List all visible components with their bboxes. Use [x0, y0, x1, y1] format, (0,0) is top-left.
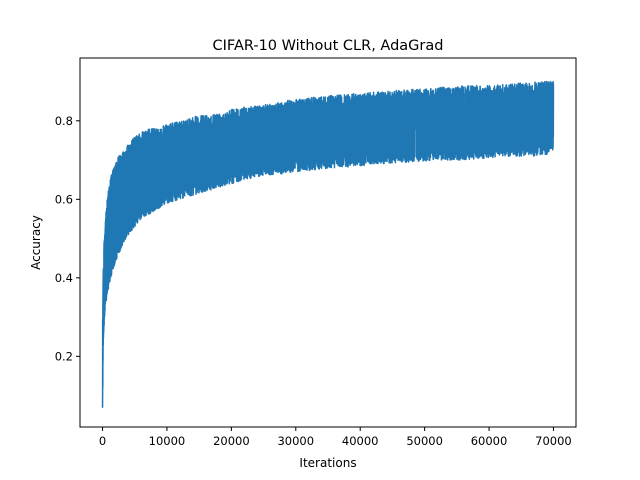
x-tick-label: 10000 — [149, 434, 186, 448]
chart-title: CIFAR-10 Without CLR, AdaGrad — [213, 38, 444, 54]
x-tick-label: 0 — [99, 434, 106, 448]
x-tick-label: 70000 — [535, 434, 572, 448]
x-tick-label: 40000 — [342, 434, 379, 448]
axes-frame — [79, 57, 577, 428]
y-tick-label: 0.4 — [55, 271, 73, 285]
y-tick-label: 0.2 — [55, 349, 73, 363]
x-axis-ticks: 0 10000 20000 30000 40000 50000 60000 70000 — [99, 427, 572, 448]
x-tick-label: 30000 — [277, 434, 314, 448]
x-axis-label: Iterations — [299, 456, 356, 470]
y-tick-label: 0.6 — [55, 192, 73, 206]
x-tick-label: 50000 — [406, 434, 443, 448]
y-axis-label: Accuracy — [29, 215, 43, 270]
series-line-accuracy — [101, 80, 555, 408]
y-axis-ticks: 0.2 0.4 0.6 0.8 — [55, 114, 80, 363]
x-tick-label: 60000 — [471, 434, 508, 448]
x-tick-label: 20000 — [213, 434, 250, 448]
y-tick-label: 0.8 — [55, 114, 73, 128]
plot-content — [101, 80, 555, 408]
